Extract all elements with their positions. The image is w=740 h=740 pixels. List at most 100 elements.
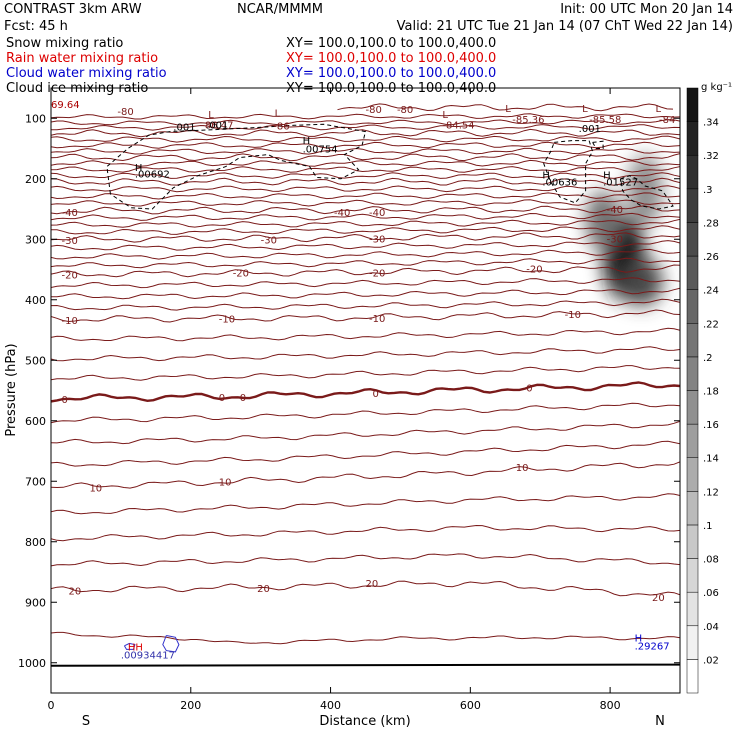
contour-label: H: [135, 163, 143, 174]
colorbar-tick-label: .3: [703, 185, 713, 196]
temp-contour-minor: [51, 218, 680, 228]
contour-label: -10: [219, 315, 235, 326]
temp-contour-minor: [51, 524, 680, 542]
contour-label: H: [303, 136, 311, 147]
temp-contour-minor: [51, 185, 680, 193]
temp-contour-minor: [51, 493, 680, 515]
y-tick-label: 600: [25, 415, 46, 428]
colorbar-tick-label: .14: [703, 454, 719, 465]
colorbar: .02 .04 .06 .08 .1 .12 .14 .16 .18 .2 .22 .24 .26 .28…: [686, 82, 732, 694]
contour-label: -40: [334, 208, 350, 219]
contour-label: .01527: [603, 177, 638, 188]
temp-contour-minor: [51, 141, 680, 149]
contour-label: -86: [273, 122, 289, 133]
x-axis-right-end: N: [655, 714, 665, 729]
contour-label: -85.36: [512, 115, 544, 126]
contour-label: L: [505, 104, 511, 115]
colorbar-tick-label: .08: [703, 555, 719, 566]
y-tick-label: 400: [25, 294, 46, 307]
temp-contour-surface: [51, 631, 680, 645]
header: CONTRAST 3km ARW NCAR/MMMM Init: 00 UTC …: [4, 2, 733, 81]
forecast-hour: Fcst: 45 h: [4, 19, 68, 34]
contour-label: L: [582, 104, 588, 115]
field-xy-1: XY= 100.0,100.0 to 100.0,400.0: [286, 51, 496, 66]
colorbar-swatch: [686, 323, 699, 358]
temperature-contours: [51, 103, 680, 667]
y-tick-label: 200: [25, 173, 46, 186]
colorbar-tick-label: .22: [703, 319, 719, 330]
temp-contour-minor: [51, 199, 680, 207]
colorbar-tick-label: .1: [703, 521, 713, 532]
contour-label: .00636: [542, 177, 577, 188]
temp-contour--50: [51, 177, 680, 186]
contour-label: 20: [652, 593, 665, 604]
temp-contour-0: [51, 381, 680, 403]
colorbar-tick-label: .18: [703, 387, 719, 398]
contour-label: -84.54: [442, 121, 474, 132]
contour-label: 10: [219, 477, 232, 488]
contour-label: .001: [173, 122, 195, 133]
contour-label: 0: [240, 393, 246, 404]
contour-label: -80: [397, 105, 413, 116]
y-tick-label: 1000: [18, 657, 46, 670]
contour-label: 0: [372, 389, 378, 400]
contour-label: L: [275, 108, 281, 119]
colorbar-swatch: [686, 659, 699, 694]
field-label-2: Cloud water mixing ratio: [6, 66, 167, 81]
contour-label: 20: [257, 584, 270, 595]
contour-label: .00934417: [121, 650, 175, 661]
colorbar-tick-label: .2: [703, 353, 713, 364]
cloud-ice-contours: [106, 123, 674, 210]
contour-label: -10: [369, 314, 385, 325]
contour-label: -40: [61, 208, 77, 219]
temp-contour--40: [51, 205, 680, 215]
contour-label: H: [635, 634, 643, 645]
temp-contour--10: [51, 309, 680, 323]
contour-label: -86.47: [201, 121, 233, 132]
temp-contour-minor: [51, 402, 680, 424]
colorbar-tick-label: .26: [703, 252, 719, 263]
colorbar-tick-label: .34: [703, 118, 719, 129]
contour-label: -30: [261, 235, 277, 246]
contour-label: -20: [369, 269, 385, 280]
contour-label: -30: [607, 234, 623, 245]
field-xy-2: XY= 100.0,100.0 to 100.0,400.0: [286, 66, 496, 81]
contour-label: L: [208, 110, 214, 121]
colorbar-swatch: [686, 289, 699, 324]
contour-label: -20: [233, 269, 249, 280]
colorbar-tick-label: .06: [703, 588, 719, 599]
colorbar-tick-label: .02: [703, 655, 719, 666]
temp-contour--70: [51, 128, 680, 138]
temp-contour-minor: [51, 440, 680, 467]
temp-contour-minor: [51, 346, 680, 362]
cloud-water-contour-0: [162, 635, 180, 653]
colorbar-tick-label: .16: [703, 420, 719, 431]
x-tick-label: 0: [48, 699, 55, 712]
ground-line: [51, 663, 680, 667]
colorbar-swatch: [686, 222, 699, 257]
cloud-water-contour-1: [123, 642, 136, 650]
contour-label: -30: [61, 236, 77, 247]
model-title: CONTRAST 3km ARW: [4, 2, 142, 17]
temp-contour-minor: [51, 240, 680, 251]
temp-contour-10: [51, 461, 680, 489]
contour-label: L: [442, 110, 448, 121]
y-tick-label: 300: [25, 233, 46, 246]
temp-contour-minor: [51, 166, 680, 173]
contour-label: 20: [68, 586, 81, 597]
temp-contour--80: [337, 103, 674, 112]
init-time: Init: 00 UTC Mon 20 Jan 14: [560, 2, 733, 17]
colorbar-tick-label: .12: [703, 487, 719, 498]
contour-label: .00692: [135, 170, 170, 181]
x-tick-label: 200: [180, 699, 201, 712]
colorbar-tick-label: .28: [703, 218, 719, 229]
cloud-ice-contour-1: [543, 140, 594, 204]
temp-contour-upper: [51, 113, 680, 120]
contour-label: 69.64: [51, 100, 80, 111]
contour-label: -85.58: [589, 115, 621, 126]
y-tick-label: 900: [25, 596, 46, 609]
contour-label: 10: [89, 484, 102, 495]
contour-label: 0: [61, 395, 67, 406]
temp-contour-minor: [51, 248, 680, 260]
